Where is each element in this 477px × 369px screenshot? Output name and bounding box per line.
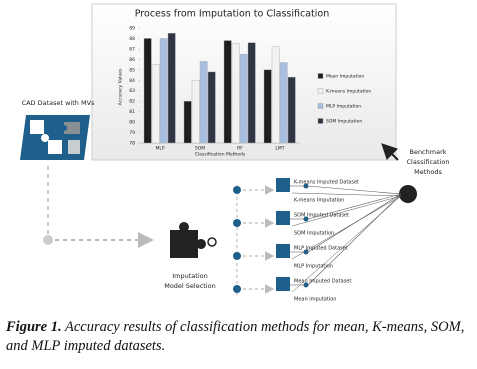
benchmark-link [291, 195, 402, 227]
x-tick-label: LMT [275, 146, 284, 152]
branch-node [233, 252, 241, 260]
y-tick-label: 80 [129, 120, 135, 126]
benchmark-node [399, 185, 417, 203]
y-tick-label: 84 [129, 78, 135, 84]
selection-label: Imputation [172, 272, 207, 280]
branch-node [233, 186, 241, 194]
benchmark-label: Classification [406, 158, 449, 166]
x-axis-label: Classification Methods [195, 152, 246, 158]
bar [167, 33, 176, 144]
dataset-icon [276, 277, 290, 291]
dataset-method: Mean imputation [294, 297, 336, 303]
datasets: K-means Imputed Dataset K-means Imputatio… [233, 178, 402, 303]
x-tick-label: RF [237, 146, 243, 152]
x-tick-label: MLP [155, 146, 164, 152]
y-tick-label: 78 [129, 141, 135, 147]
dataset-icon [276, 244, 290, 258]
y-tick-label: 81 [129, 109, 135, 115]
legend-swatch [317, 88, 324, 94]
benchmark-link [307, 193, 402, 220]
legend-swatch [317, 103, 324, 109]
legend-label: K-means Imputation [326, 89, 371, 95]
y-tick-label: 83 [129, 88, 135, 94]
model-close [207, 237, 217, 247]
dataset-node [303, 216, 309, 222]
benchmark-label: Benchmark [409, 148, 446, 156]
benchmark-link [291, 195, 402, 293]
x-tick-label: SOM [195, 146, 205, 152]
bar [151, 64, 160, 144]
branch-node [233, 219, 241, 227]
dataset-title: K-means Imputed Dataset [294, 180, 359, 186]
benchmark-label: Methods [414, 168, 442, 176]
bar [223, 40, 232, 144]
dataset-icon [276, 178, 290, 192]
bar [247, 42, 256, 144]
bar [231, 43, 240, 144]
bar [271, 46, 280, 144]
chart-title: Process from Imputation to Classificatio… [135, 9, 329, 20]
branch-node [233, 285, 241, 293]
benchmark-link [307, 185, 402, 195]
y-tick-label: 87 [129, 46, 135, 52]
bar [263, 69, 272, 144]
caption-label: Figure 1. [6, 319, 62, 335]
y-tick-label: 88 [129, 36, 135, 42]
bar [239, 53, 248, 144]
y-tick-label: 82 [129, 99, 135, 105]
bar [143, 38, 152, 144]
selection-label: Model Selection [164, 282, 216, 290]
legend-label: SOM Imputation [326, 119, 362, 125]
y-axis-label: Accuracy Values [118, 68, 124, 105]
dataset-method: MLP Imputation [294, 264, 333, 270]
y-tick-label: 89 [129, 26, 135, 32]
bar [279, 62, 288, 144]
source-label: CAD Dataset with MVs [22, 99, 95, 107]
legend-swatch [317, 118, 324, 124]
model-piece [170, 222, 207, 258]
dataset-icon [276, 211, 290, 225]
dataset-node [303, 183, 309, 189]
caption: Figure 1. Accuracy results of classifica… [6, 318, 472, 356]
dataset-title: MLP Imputed Dataset [294, 246, 348, 252]
flow-node [43, 235, 53, 245]
bar [183, 100, 192, 144]
dataset-method: SOM Imputation [294, 231, 334, 237]
bar [199, 61, 208, 144]
chart: 78 79 80 81 82 83 84 85 86 87 88 89 MLP SOM RF LMT Mean … [129, 26, 371, 152]
legend-label: MLP Imputation [326, 104, 361, 110]
caption-text: Accuracy results of classification metho… [6, 319, 465, 354]
y-tick-label: 86 [129, 57, 135, 63]
benchmark-link [291, 195, 402, 260]
benchmark-link [307, 193, 402, 286]
benchmark-arrow [381, 143, 399, 161]
figure: Process from Imputation to Classificatio… [20, 3, 450, 303]
dataset-method: K-means Imputation [294, 198, 344, 204]
legend-swatch [317, 73, 324, 79]
y-tick-label: 85 [129, 67, 135, 73]
dataset-node [303, 282, 309, 288]
legend-label: Mean Imputation [326, 74, 364, 80]
dataset-title: Mean Imputed Dataset [294, 279, 351, 285]
puzzle-icon [20, 115, 90, 160]
bar [287, 76, 296, 144]
bar [191, 80, 200, 144]
dataset-node [303, 249, 309, 255]
bar [207, 71, 216, 144]
benchmark-link [291, 192, 402, 197]
bar [159, 38, 168, 144]
y-tick-label: 79 [129, 130, 135, 136]
